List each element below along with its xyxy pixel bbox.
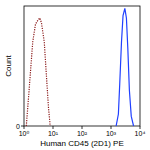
y-tick: [21, 126, 24, 127]
x-tick: [111, 126, 112, 129]
x-tick: [82, 126, 83, 129]
chart: 10⁰ 10¹ 10² 10³ 10⁴ 0 Human CD45 (2D1) PE Count: [0, 0, 150, 150]
x-tick: [24, 126, 25, 129]
plot-frame: [24, 6, 140, 126]
x-tick: [53, 126, 54, 129]
x-tick-label: 10²: [77, 130, 88, 137]
x-tick: [140, 126, 141, 129]
y-axis-label: Count: [4, 55, 13, 77]
x-axis-label: Human CD45 (2D1) PE: [40, 139, 124, 148]
histogram-line: [116, 8, 133, 126]
y-tick-label: 0: [16, 123, 20, 130]
x-tick-label: 10⁴: [135, 130, 146, 137]
x-tick-label: 10⁰: [19, 130, 30, 137]
plot-area: [26, 8, 133, 126]
x-tick-label: 10³: [106, 130, 117, 137]
x-tick-label: 10¹: [48, 130, 59, 137]
histogram-line: [26, 18, 50, 126]
